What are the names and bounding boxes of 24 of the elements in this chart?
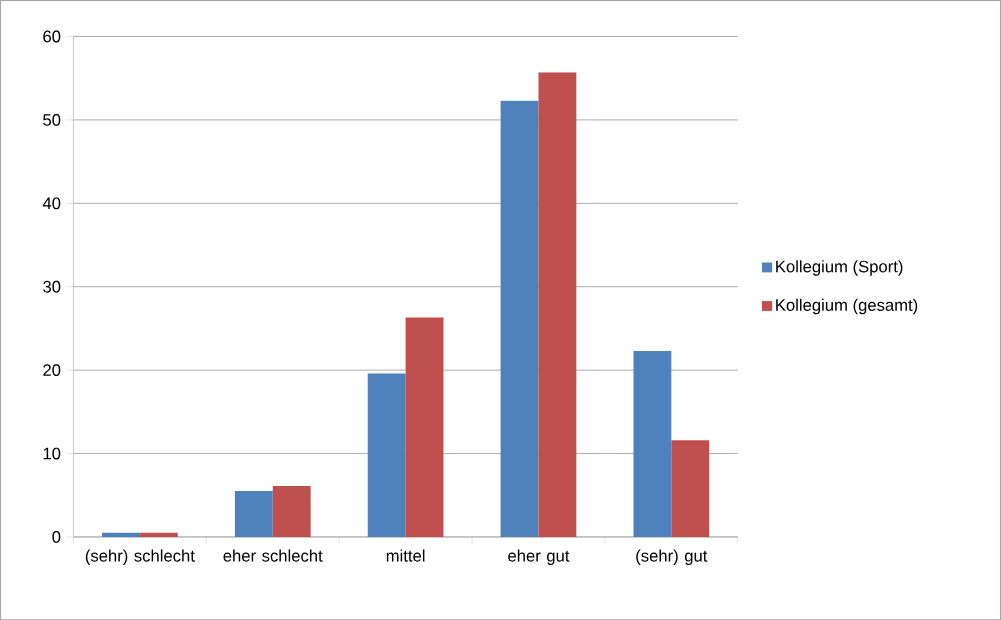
bar bbox=[633, 350, 672, 537]
y-tick-label: 40 bbox=[42, 197, 61, 210]
bar bbox=[671, 440, 710, 537]
bar bbox=[367, 373, 406, 537]
x-tick-label: (sehr) schlecht bbox=[85, 549, 195, 565]
bar bbox=[102, 532, 140, 537]
y-tick-label: 0 bbox=[52, 530, 61, 543]
bar bbox=[405, 317, 444, 537]
bar bbox=[500, 100, 539, 537]
bar bbox=[538, 72, 577, 537]
bar bbox=[272, 485, 311, 537]
y-tick-label: 20 bbox=[43, 364, 61, 376]
x-tick-label: eher schlecht bbox=[223, 549, 323, 562]
bar bbox=[139, 532, 178, 537]
legend-label: Kollegium (Sport) bbox=[776, 259, 903, 276]
y-tick-label: 30 bbox=[43, 280, 61, 293]
x-tick-label: eher gut bbox=[508, 549, 570, 565]
y-tick-label: 50 bbox=[43, 113, 61, 126]
x-tick-label: (sehr) gut bbox=[636, 549, 708, 565]
x-tick-label: mittel bbox=[386, 549, 425, 562]
y-tick-label: 60 bbox=[43, 30, 61, 43]
bar bbox=[234, 490, 273, 537]
y-tick-label: 10 bbox=[43, 447, 61, 460]
legend-label: Kollegium (gesamt) bbox=[776, 298, 918, 315]
